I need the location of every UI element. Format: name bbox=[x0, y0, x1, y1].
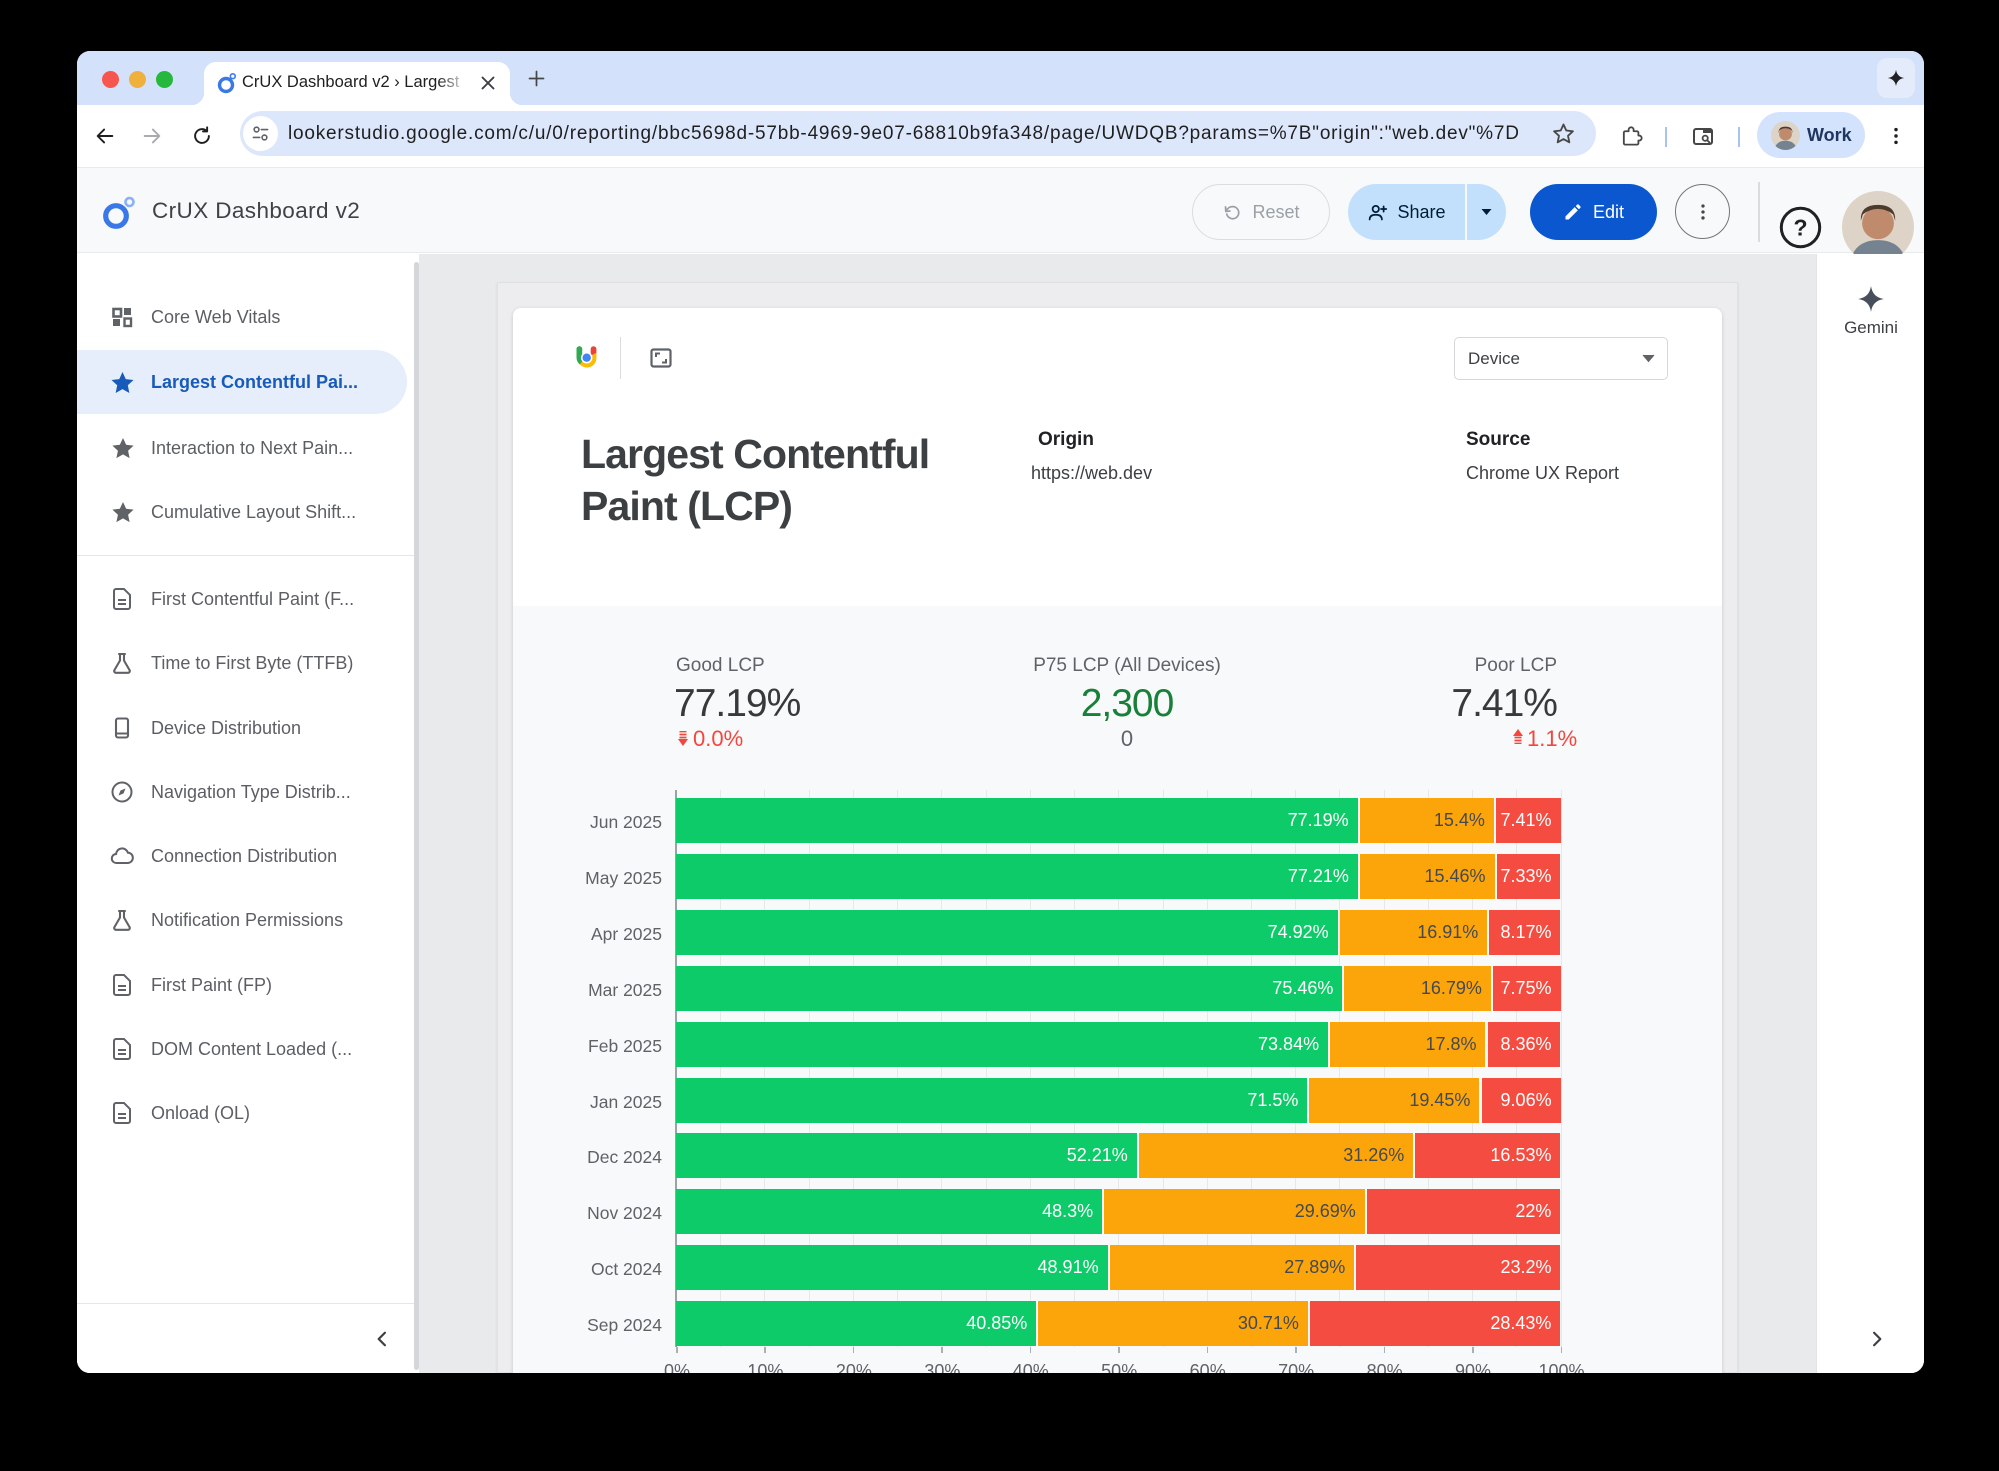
svg-text:?: ? bbox=[1793, 215, 1807, 241]
